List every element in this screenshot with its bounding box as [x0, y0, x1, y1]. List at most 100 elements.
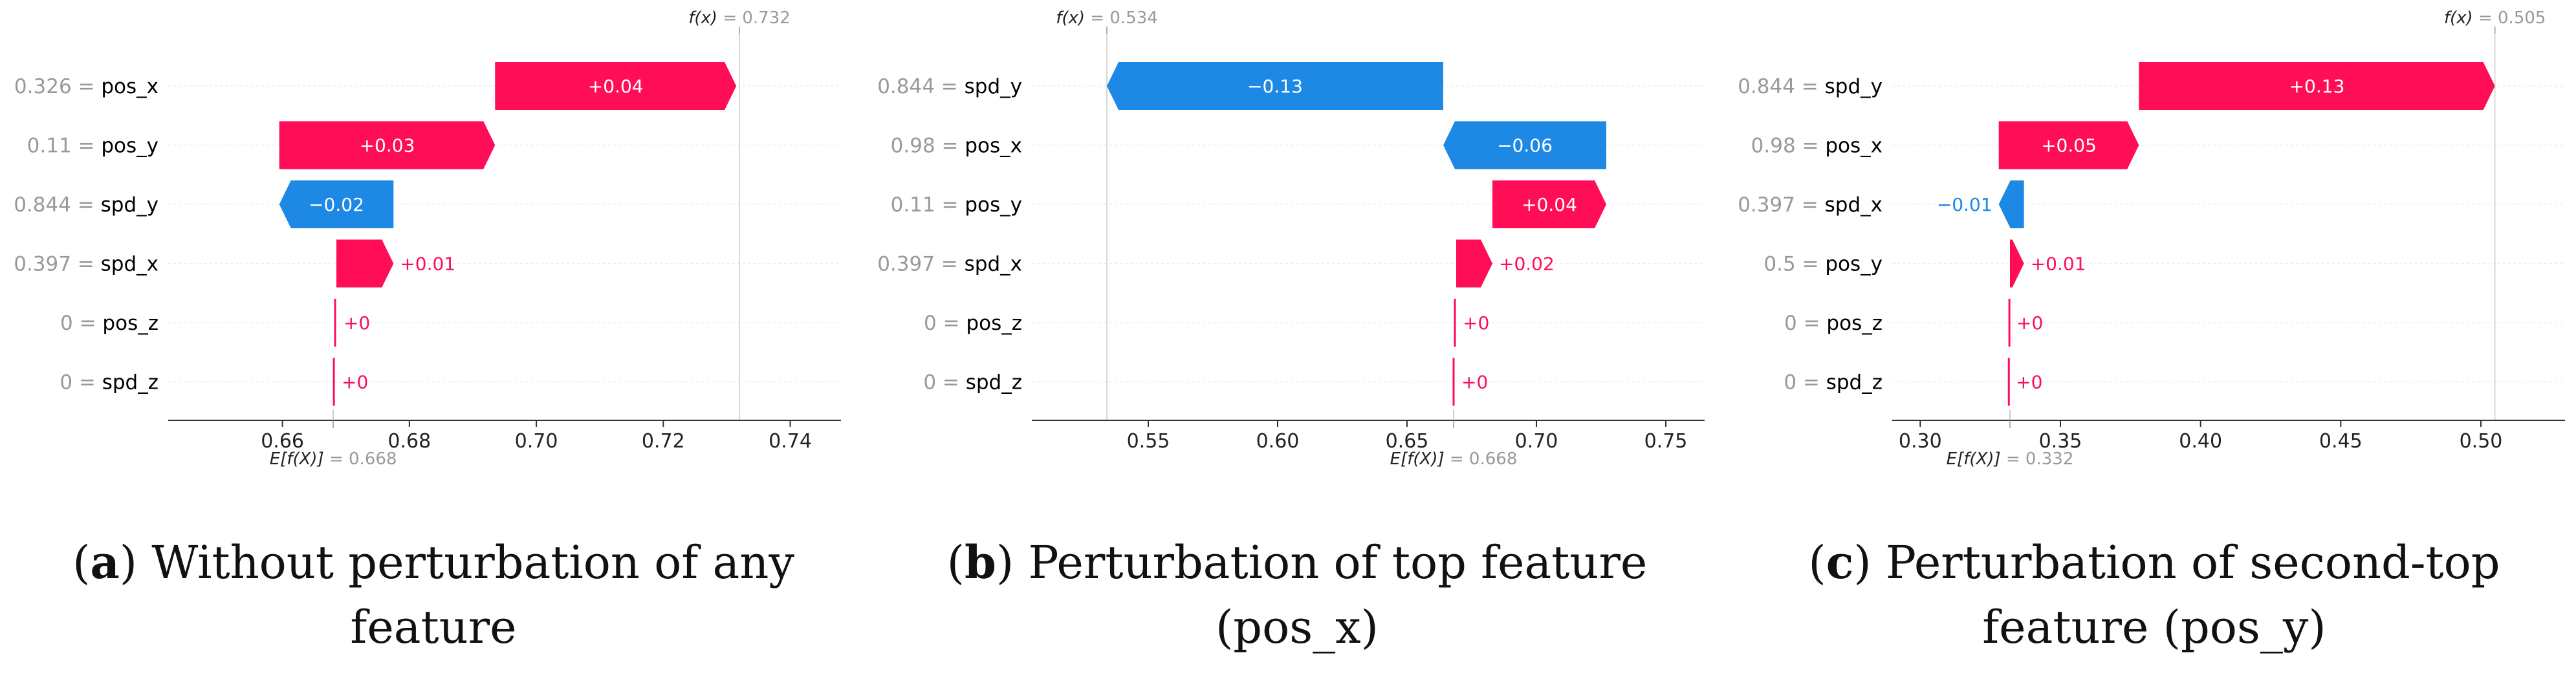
contribution-label: −0.02: [309, 194, 364, 215]
contribution-label: +0.02: [1499, 253, 1555, 275]
contribution-label: +0.04: [1522, 194, 1577, 215]
contribution-label: +0: [1463, 312, 1489, 334]
fx-name: f(x): [2444, 8, 2478, 28]
feature-label: 0.326 = pos_x: [14, 75, 158, 98]
feature-bar: [2007, 358, 2010, 406]
contribution-label: +0: [2016, 312, 2043, 334]
feature-bar: [1443, 121, 1606, 169]
x-tick-label: 0.30: [1899, 430, 1942, 453]
feature-bar: [1492, 180, 1606, 228]
feature-label: 0.397 = spd_x: [877, 253, 1022, 276]
contribution-label: +0.13: [2289, 76, 2345, 97]
feature-name: pos_x: [1825, 135, 1883, 158]
feature-value: 0.844 =: [877, 75, 964, 98]
feature-bar: [1998, 121, 2139, 169]
feature-bar: [495, 62, 737, 110]
feature-bar: [1452, 358, 1455, 406]
base-value-number: = 0.668: [329, 449, 397, 469]
feature-bar: [279, 180, 394, 228]
feature-bar: [336, 239, 394, 288]
feature-name: spd_x: [101, 253, 158, 276]
contribution-label: −0.01: [1937, 194, 1992, 215]
feature-value: 0 =: [1784, 371, 1826, 394]
feature-bar: [333, 358, 335, 406]
feature-value: 0.844 =: [1738, 75, 1824, 98]
base-value-name: E[f(X)]: [1947, 449, 2006, 469]
feature-name: pos_x: [965, 135, 1022, 158]
base-value-annotation: E[f(X)] = 0.668: [1390, 449, 1518, 469]
feature-label: 0.844 = spd_y: [877, 75, 1022, 98]
base-value-annotation: E[f(X)] = 0.668: [270, 449, 397, 469]
feature-value: 0 =: [924, 312, 966, 335]
feature-value: 0 =: [923, 371, 965, 394]
feature-label: 0.844 = spd_y: [14, 193, 158, 217]
feature-label: 0.397 = spd_x: [1738, 193, 1883, 217]
feature-value: 0.11 =: [27, 135, 102, 158]
feature-value: 0.397 =: [1738, 193, 1824, 217]
caption-b: (b) Perturbation of top feature (pos_x): [946, 535, 1648, 654]
feature-name: pos_y: [101, 135, 158, 158]
x-tick-label: 0.60: [1256, 430, 1300, 453]
feature-name: spd_z: [102, 371, 158, 394]
contribution-label: +0.03: [360, 135, 415, 156]
feature-name: spd_y: [1825, 75, 1883, 98]
feature-value: 0.397 =: [14, 253, 100, 276]
feature-label: 0.98 = pos_x: [891, 135, 1022, 158]
feature-label: 0.98 = pos_x: [1751, 135, 1883, 158]
x-tick-label: 0.68: [387, 430, 431, 453]
x-tick-label: 0.72: [642, 430, 685, 453]
contribution-label: +0.01: [2031, 253, 2086, 275]
contribution-label: +0.05: [2041, 135, 2097, 156]
x-tick-label: 0.50: [2460, 430, 2503, 453]
feature-bar: [1107, 62, 1443, 110]
x-tick-label: 0.74: [769, 430, 812, 453]
feature-bar: [2139, 62, 2495, 110]
feature-label: 0.844 = spd_y: [1738, 75, 1883, 98]
feature-name: spd_y: [101, 193, 158, 217]
x-tick-label: 0.40: [2179, 430, 2222, 453]
base-value-annotation: E[f(X)] = 0.332: [1947, 449, 2074, 469]
fx-annotation: f(x) = 0.505: [2444, 8, 2546, 28]
feature-value: 0.397 =: [877, 253, 964, 276]
feature-name: spd_z: [1826, 371, 1883, 394]
x-tick-label: 0.55: [1127, 430, 1170, 453]
feature-bar: [1998, 180, 2024, 228]
feature-label: 0 = pos_z: [60, 312, 158, 335]
feature-name: pos_z: [966, 312, 1022, 335]
feature-name: spd_x: [965, 253, 1022, 276]
feature-bar: [2008, 299, 2011, 347]
fx-number: = 0.534: [1090, 8, 1157, 28]
feature-name: pos_z: [102, 312, 158, 335]
feature-name: pos_y: [1825, 253, 1883, 276]
x-tick-label: 0.66: [261, 430, 304, 453]
contribution-label: +0.01: [400, 253, 455, 275]
fx-name: f(x): [688, 8, 723, 28]
fx-annotation: f(x) = 0.534: [1056, 8, 1158, 28]
feature-name: spd_x: [1825, 193, 1883, 217]
feature-name: pos_y: [965, 193, 1022, 217]
contribution-label: +0: [2016, 372, 2042, 393]
feature-value: 0 =: [60, 312, 102, 335]
feature-label: 0 = spd_z: [923, 371, 1022, 394]
feature-bar: [334, 299, 336, 347]
feature-bar: [279, 121, 496, 169]
fx-name: f(x): [1056, 8, 1090, 28]
contribution-label: +0: [1461, 372, 1488, 393]
fx-annotation: f(x) = 0.732: [688, 8, 791, 28]
feature-bar: [2010, 239, 2024, 288]
feature-label: 0 = spd_z: [1784, 371, 1883, 394]
feature-name: pos_x: [101, 75, 158, 98]
feature-value: 0.5 =: [1763, 253, 1825, 276]
feature-value: 0 =: [1784, 312, 1826, 335]
contribution-label: −0.13: [1247, 76, 1303, 97]
contribution-label: −0.06: [1497, 135, 1553, 156]
feature-value: 0.844 =: [14, 193, 100, 217]
feature-label: 0.397 = spd_x: [14, 253, 158, 276]
feature-label: 0.5 = pos_y: [1763, 253, 1883, 276]
caption-a: (a) Without perturbation of any feature: [72, 535, 794, 654]
feature-label: 0 = pos_z: [924, 312, 1022, 335]
fx-number: = 0.732: [723, 8, 790, 28]
base-value-number: = 0.332: [2006, 449, 2073, 469]
x-tick-label: 0.35: [2039, 430, 2082, 453]
